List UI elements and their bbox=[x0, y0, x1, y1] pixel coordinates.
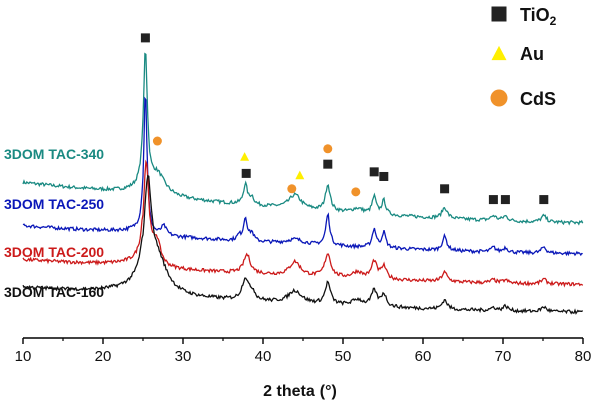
square-marker-15 bbox=[539, 195, 549, 205]
square-marker-12 bbox=[440, 184, 450, 194]
circle-marker-2 bbox=[152, 136, 162, 146]
square-marker-1 bbox=[140, 33, 150, 43]
circle-marker-5 bbox=[287, 184, 297, 194]
legend-label-2: Au bbox=[520, 44, 544, 64]
plot-area bbox=[22, 52, 584, 315]
circle-marker-7 bbox=[323, 144, 333, 154]
series-label-1: 3DOM TAC-340 bbox=[4, 146, 104, 162]
series-line-4 bbox=[22, 174, 584, 315]
triangle-marker-6 bbox=[295, 170, 305, 180]
legend-triangle-icon bbox=[491, 45, 507, 61]
series-line-2 bbox=[22, 96, 583, 257]
legend-label-3: CdS bbox=[520, 89, 556, 109]
square-marker-13 bbox=[488, 195, 498, 205]
legend: TiO2 Au CdS bbox=[490, 5, 557, 109]
x-axis: 10 20 30 40 50 60 70 80 bbox=[15, 337, 592, 365]
series-line-1 bbox=[22, 52, 584, 226]
x-tick-label-30: 30 bbox=[175, 348, 192, 365]
square-marker-14 bbox=[500, 195, 510, 205]
x-axis-title: 2 theta (°) bbox=[263, 383, 337, 400]
x-tick-label-50: 50 bbox=[335, 348, 352, 365]
series-label-4: 3DOM TAC-160 bbox=[4, 284, 104, 300]
square-marker-11 bbox=[379, 171, 389, 181]
x-tick-label-60: 60 bbox=[415, 348, 432, 365]
series-label-3: 3DOM TAC-200 bbox=[4, 244, 104, 260]
x-tick-label-70: 70 bbox=[495, 348, 512, 365]
square-marker-4 bbox=[241, 168, 251, 178]
circle-marker-9 bbox=[351, 187, 361, 197]
x-tick-label-10: 10 bbox=[15, 348, 32, 365]
x-tick-label-20: 20 bbox=[95, 348, 112, 365]
x-tick-label-80: 80 bbox=[575, 348, 592, 365]
triangle-marker-3 bbox=[240, 152, 250, 161]
x-tick-label-40: 40 bbox=[255, 348, 272, 365]
legend-label-1: TiO2 bbox=[520, 5, 557, 28]
square-marker-10 bbox=[369, 167, 379, 177]
series-label-2: 3DOM TAC-250 bbox=[4, 196, 104, 212]
square-marker-8 bbox=[323, 159, 333, 169]
legend-circle-icon bbox=[490, 89, 508, 107]
series-line-3 bbox=[22, 159, 584, 288]
peak-markers bbox=[140, 33, 549, 205]
legend-square-icon bbox=[491, 6, 507, 22]
series-labels: 3DOM TAC-340 3DOM TAC-250 3DOM TAC-200 3DOM… bbox=[4, 146, 104, 300]
